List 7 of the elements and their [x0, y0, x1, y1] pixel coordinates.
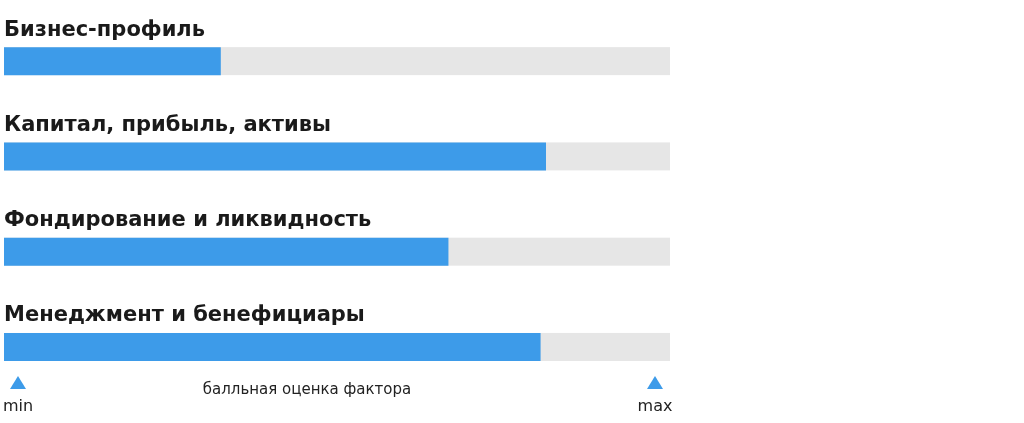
y-tick-label: Капитал, прибыль, активы [4, 111, 332, 136]
text: min [2, 396, 34, 415]
y-tick-label: Менеджмент и бенефициары [4, 302, 365, 327]
text: max [637, 396, 673, 415]
x-axis-title: балльная оценка фактора [202, 380, 412, 398]
y-tick-label: Бизнес-профиль [4, 16, 206, 41]
y-tick-label: Фондирование и ликвидность [4, 207, 372, 232]
